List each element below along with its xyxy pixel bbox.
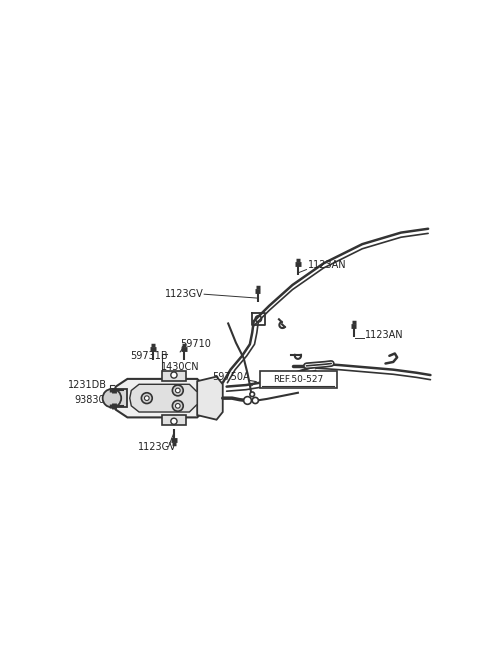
Circle shape: [172, 400, 183, 411]
Circle shape: [176, 403, 180, 408]
Circle shape: [250, 392, 254, 397]
Polygon shape: [197, 377, 223, 420]
Circle shape: [144, 396, 149, 400]
Polygon shape: [112, 379, 209, 417]
Circle shape: [172, 385, 183, 396]
Text: 1123GV: 1123GV: [137, 441, 176, 452]
Circle shape: [142, 393, 152, 403]
Polygon shape: [162, 371, 186, 381]
Circle shape: [171, 418, 177, 424]
Text: 1123AN: 1123AN: [308, 260, 347, 270]
Circle shape: [103, 389, 121, 407]
FancyBboxPatch shape: [260, 371, 336, 388]
Circle shape: [252, 398, 258, 403]
Text: 1430CN: 1430CN: [161, 362, 199, 372]
Circle shape: [171, 372, 177, 378]
Polygon shape: [162, 415, 186, 425]
Polygon shape: [130, 384, 197, 412]
Circle shape: [176, 388, 180, 393]
Text: REF.50-527: REF.50-527: [273, 375, 323, 384]
Circle shape: [244, 397, 252, 404]
Text: 59750A: 59750A: [212, 372, 250, 383]
Text: 59710: 59710: [180, 339, 211, 349]
Text: 1231DB: 1231DB: [68, 380, 107, 390]
Polygon shape: [112, 389, 127, 407]
Text: 59731B: 59731B: [130, 351, 168, 361]
Text: 1123GV: 1123GV: [165, 290, 204, 299]
Text: 1123AN: 1123AN: [365, 330, 403, 340]
Text: 93830: 93830: [74, 396, 105, 405]
